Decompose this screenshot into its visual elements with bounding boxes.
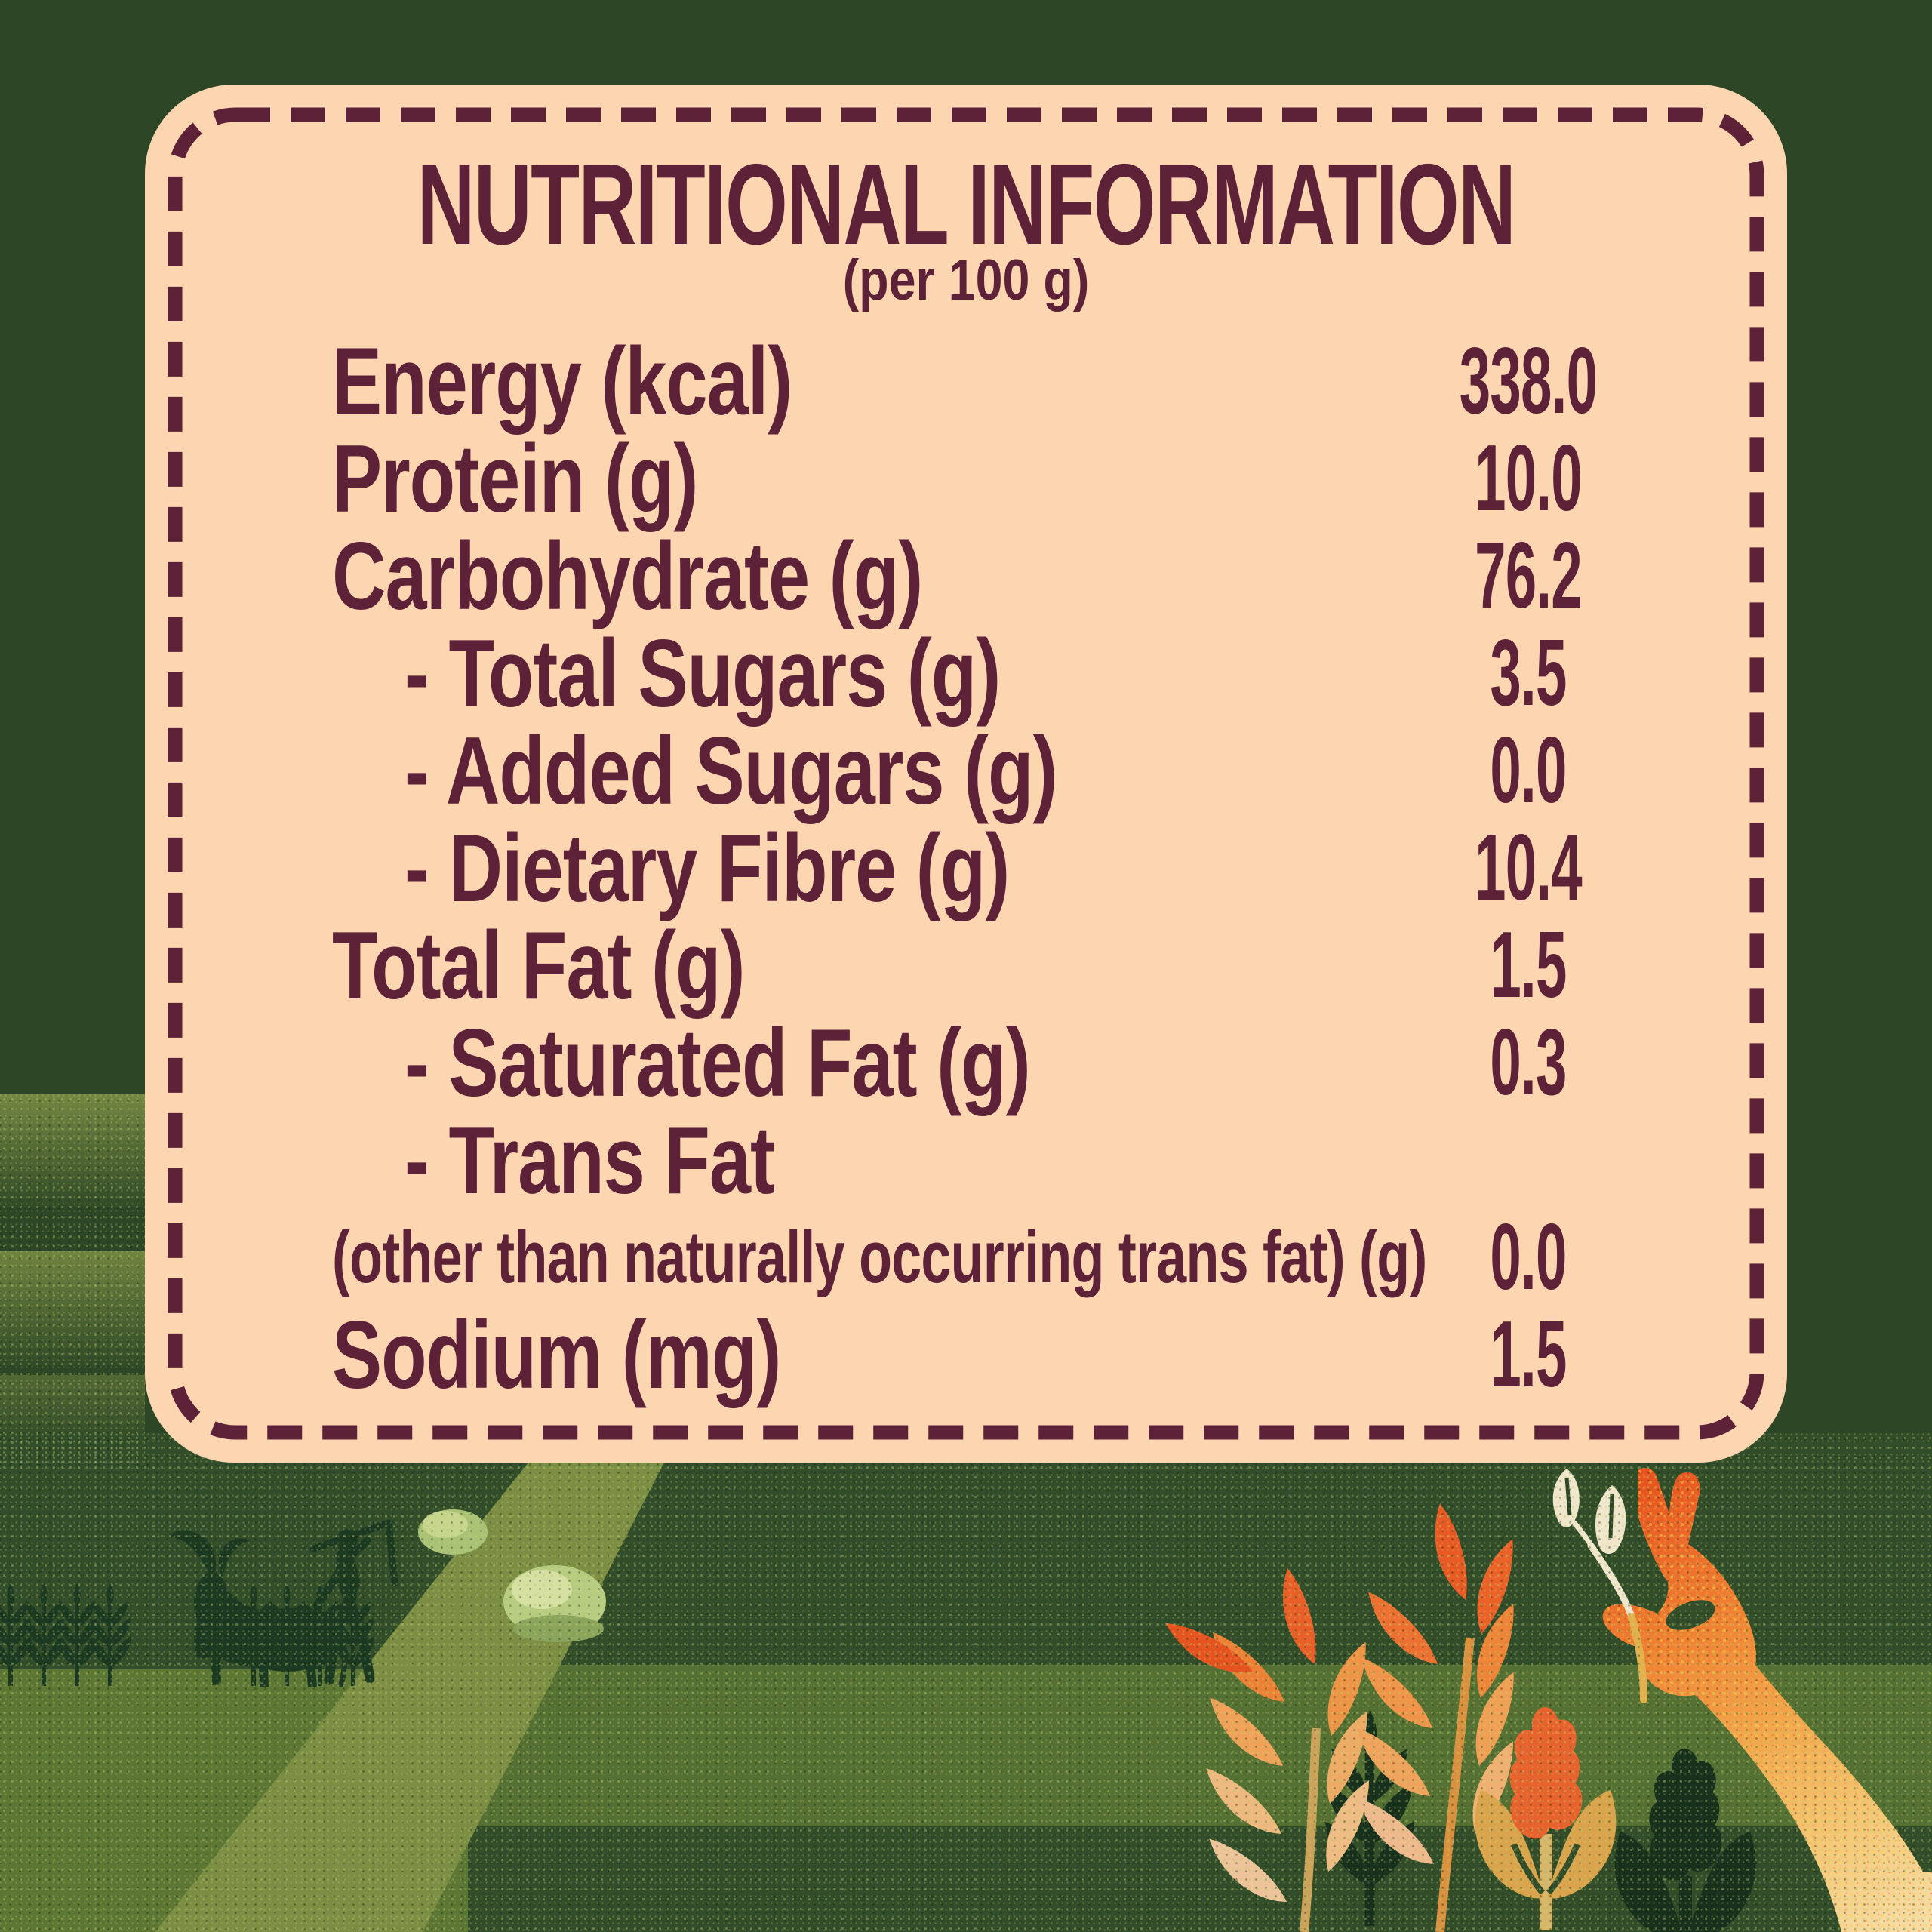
nutrient-value: 10.4 (1475, 815, 1583, 920)
dashed-border (168, 107, 1764, 1440)
nutrient-value: 1.5 (1490, 912, 1567, 1017)
nutrient-label: Protein (g) (332, 424, 698, 532)
nutrient-label: - Total Sugars (g) (405, 619, 1001, 727)
field-stripe (0, 1375, 145, 1434)
nutrient-value: 76.2 (1475, 523, 1583, 628)
nutrient-label: (other than naturally occurring trans fa… (332, 1215, 1427, 1298)
farmer-silhouette (309, 1519, 398, 1685)
table-row: - Dietary Fibre (g) 10.4 (332, 814, 1690, 921)
table-row: Energy (kcal) 338.0 (332, 328, 1690, 435)
nutrient-label: - Added Sugars (g) (405, 716, 1058, 824)
nutrient-value: 0.3 (1490, 1010, 1567, 1115)
nutrient-value: 0.0 (1490, 1204, 1567, 1309)
nutrient-value: 0.0 (1490, 718, 1567, 823)
table-row: - Trans Fat (332, 1106, 1690, 1214)
wheat-stalk-orange (1351, 1502, 1533, 1932)
panel-title: NUTRITIONAL INFORMATION (417, 140, 1516, 269)
nutrient-value: 3.5 (1490, 620, 1567, 725)
nutrient-value: 1.5 (1490, 1302, 1567, 1407)
nutrition-panel: NUTRITIONAL INFORMATION (per 100 g) Ener… (145, 85, 1787, 1463)
nutrient-label: - Saturated Fat (g) (405, 1008, 1031, 1116)
bush-icon (418, 1509, 606, 1642)
table-row: Sodium (mg) 1.5 (332, 1301, 1690, 1408)
table-row: (other than naturally occurring trans fa… (332, 1205, 1690, 1309)
nutrient-label: Total Fat (g) (332, 911, 746, 1019)
table-row: - Saturated Fat (g) 0.3 (332, 1009, 1690, 1116)
nutrient-label: - Dietary Fibre (g) (405, 814, 1010, 921)
nutrient-value: 10.0 (1475, 426, 1583, 531)
table-row: Total Fat (g) 1.5 (332, 912, 1690, 1019)
table-row: - Total Sugars (g) 3.5 (332, 620, 1690, 727)
table-row: Protein (g) 10.0 (332, 425, 1690, 532)
nutrient-label: Energy (kcal) (332, 327, 792, 435)
wheat-in-hands-emblem (1475, 1706, 1617, 1930)
wheat-in-hands-emblem-dark (1614, 1747, 1756, 1932)
table-row: Carbohydrate (g) 76.2 (332, 522, 1690, 629)
table-row: - Added Sugars (g) 0.0 (332, 717, 1690, 824)
nutrient-label: Sodium (mg) (332, 1300, 781, 1408)
nutrient-label: Carbohydrate (g) (332, 521, 923, 629)
wheat-sprig-icon (1552, 1469, 1647, 1703)
serving-size-note: (per 100 g) (842, 248, 1090, 312)
nutrition-table: Energy (kcal) 338.0 Protein (g) 10.0 Carbohy… (332, 328, 1690, 1408)
nutrient-value: 338.0 (1459, 328, 1598, 433)
hand-holding-sprig (1552, 1468, 1932, 1932)
field-stripe (0, 1094, 145, 1208)
field-stripe (0, 1251, 145, 1366)
wheat-stalk-gold (1161, 1566, 1387, 1932)
nutrient-label: - Trans Fat (405, 1106, 775, 1214)
